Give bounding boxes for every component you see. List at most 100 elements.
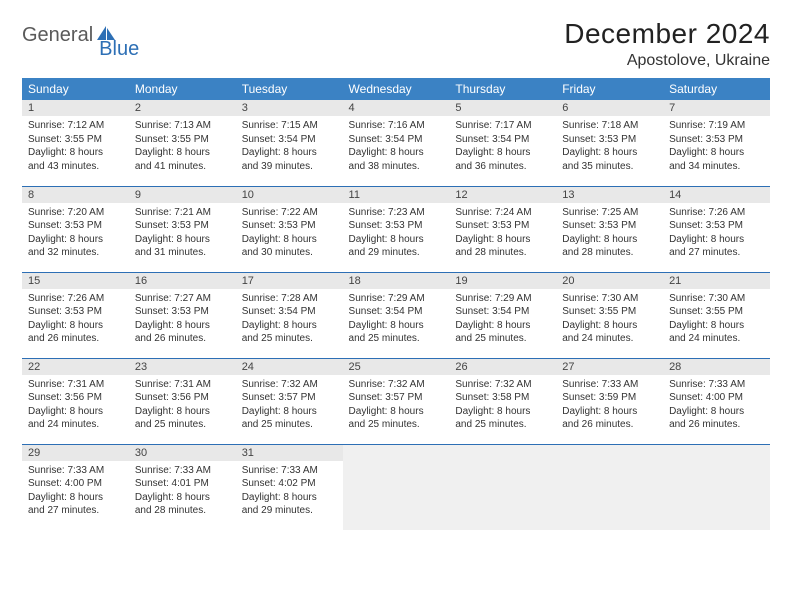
day-body: Sunrise: 7:33 AMSunset: 3:59 PMDaylight:… <box>556 375 663 436</box>
daylight-line2: and 38 minutes. <box>349 160 444 174</box>
daylight-line1: Daylight: 8 hours <box>455 319 550 333</box>
day-header-row: SundayMondayTuesdayWednesdayThursdayFrid… <box>22 78 770 100</box>
daylight-line1: Daylight: 8 hours <box>455 146 550 160</box>
day-cell-empty <box>449 444 556 530</box>
day-body: Sunrise: 7:29 AMSunset: 3:54 PMDaylight:… <box>343 289 450 350</box>
sunset-text: Sunset: 3:54 PM <box>349 133 444 147</box>
sunrise-text: Sunrise: 7:33 AM <box>242 464 337 478</box>
daylight-line1: Daylight: 8 hours <box>135 491 230 505</box>
day-number: 7 <box>663 100 770 116</box>
calendar-body: 1Sunrise: 7:12 AMSunset: 3:55 PMDaylight… <box>22 100 770 530</box>
daylight-line2: and 26 minutes. <box>135 332 230 346</box>
header: General Blue December 2024 Apostolove, U… <box>22 18 770 70</box>
day-number: 6 <box>556 100 663 116</box>
day-cell-empty <box>343 444 450 530</box>
sunrise-text: Sunrise: 7:30 AM <box>562 292 657 306</box>
day-number: 24 <box>236 359 343 375</box>
sunset-text: Sunset: 3:53 PM <box>455 219 550 233</box>
sunrise-text: Sunrise: 7:24 AM <box>455 206 550 220</box>
daylight-line2: and 39 minutes. <box>242 160 337 174</box>
daylight-line2: and 24 minutes. <box>28 418 123 432</box>
sunset-text: Sunset: 3:59 PM <box>562 391 657 405</box>
day-body: Sunrise: 7:33 AMSunset: 4:00 PMDaylight:… <box>22 461 129 522</box>
daylight-line2: and 32 minutes. <box>28 246 123 260</box>
day-cell: 16Sunrise: 7:27 AMSunset: 3:53 PMDayligh… <box>129 272 236 358</box>
daylight-line2: and 34 minutes. <box>669 160 764 174</box>
daylight-line1: Daylight: 8 hours <box>242 319 337 333</box>
daylight-line2: and 25 minutes. <box>349 332 444 346</box>
daylight-line1: Daylight: 8 hours <box>135 233 230 247</box>
day-header: Friday <box>556 78 663 100</box>
day-body: Sunrise: 7:15 AMSunset: 3:54 PMDaylight:… <box>236 116 343 177</box>
week-row: 1Sunrise: 7:12 AMSunset: 3:55 PMDaylight… <box>22 100 770 186</box>
day-number: 9 <box>129 187 236 203</box>
sunset-text: Sunset: 3:53 PM <box>242 219 337 233</box>
daylight-line1: Daylight: 8 hours <box>242 146 337 160</box>
day-cell: 22Sunrise: 7:31 AMSunset: 3:56 PMDayligh… <box>22 358 129 444</box>
daylight-line2: and 25 minutes. <box>135 418 230 432</box>
day-body: Sunrise: 7:22 AMSunset: 3:53 PMDaylight:… <box>236 203 343 264</box>
day-header: Thursday <box>449 78 556 100</box>
daylight-line2: and 25 minutes. <box>242 332 337 346</box>
day-number: 12 <box>449 187 556 203</box>
day-cell: 28Sunrise: 7:33 AMSunset: 4:00 PMDayligh… <box>663 358 770 444</box>
day-body: Sunrise: 7:32 AMSunset: 3:57 PMDaylight:… <box>343 375 450 436</box>
day-number: 1 <box>22 100 129 116</box>
day-body: Sunrise: 7:29 AMSunset: 3:54 PMDaylight:… <box>449 289 556 350</box>
sunset-text: Sunset: 3:57 PM <box>242 391 337 405</box>
sunset-text: Sunset: 3:53 PM <box>349 219 444 233</box>
day-body: Sunrise: 7:28 AMSunset: 3:54 PMDaylight:… <box>236 289 343 350</box>
daylight-line2: and 29 minutes. <box>349 246 444 260</box>
day-number: 15 <box>22 273 129 289</box>
daylight-line2: and 26 minutes. <box>562 418 657 432</box>
day-number: 13 <box>556 187 663 203</box>
week-row: 29Sunrise: 7:33 AMSunset: 4:00 PMDayligh… <box>22 444 770 530</box>
daylight-line2: and 35 minutes. <box>562 160 657 174</box>
sunset-text: Sunset: 3:53 PM <box>562 219 657 233</box>
sunset-text: Sunset: 3:53 PM <box>669 219 764 233</box>
sunrise-text: Sunrise: 7:25 AM <box>562 206 657 220</box>
day-cell: 19Sunrise: 7:29 AMSunset: 3:54 PMDayligh… <box>449 272 556 358</box>
daylight-line1: Daylight: 8 hours <box>242 491 337 505</box>
day-number: 26 <box>449 359 556 375</box>
day-body: Sunrise: 7:13 AMSunset: 3:55 PMDaylight:… <box>129 116 236 177</box>
daylight-line1: Daylight: 8 hours <box>455 233 550 247</box>
day-number: 25 <box>343 359 450 375</box>
day-number: 30 <box>129 445 236 461</box>
day-number: 2 <box>129 100 236 116</box>
day-number: 27 <box>556 359 663 375</box>
sunset-text: Sunset: 3:57 PM <box>349 391 444 405</box>
day-cell: 3Sunrise: 7:15 AMSunset: 3:54 PMDaylight… <box>236 100 343 186</box>
sunrise-text: Sunrise: 7:29 AM <box>455 292 550 306</box>
daylight-line2: and 27 minutes. <box>28 504 123 518</box>
day-body: Sunrise: 7:18 AMSunset: 3:53 PMDaylight:… <box>556 116 663 177</box>
day-cell: 31Sunrise: 7:33 AMSunset: 4:02 PMDayligh… <box>236 444 343 530</box>
sunset-text: Sunset: 3:54 PM <box>242 133 337 147</box>
sunset-text: Sunset: 3:53 PM <box>28 219 123 233</box>
sunset-text: Sunset: 3:54 PM <box>455 305 550 319</box>
day-cell: 10Sunrise: 7:22 AMSunset: 3:53 PMDayligh… <box>236 186 343 272</box>
day-body: Sunrise: 7:33 AMSunset: 4:02 PMDaylight:… <box>236 461 343 522</box>
day-number: 8 <box>22 187 129 203</box>
day-cell: 5Sunrise: 7:17 AMSunset: 3:54 PMDaylight… <box>449 100 556 186</box>
sunrise-text: Sunrise: 7:31 AM <box>28 378 123 392</box>
daylight-line1: Daylight: 8 hours <box>562 233 657 247</box>
day-body: Sunrise: 7:27 AMSunset: 3:53 PMDaylight:… <box>129 289 236 350</box>
week-row: 8Sunrise: 7:20 AMSunset: 3:53 PMDaylight… <box>22 186 770 272</box>
day-header: Wednesday <box>343 78 450 100</box>
sunrise-text: Sunrise: 7:33 AM <box>562 378 657 392</box>
daylight-line1: Daylight: 8 hours <box>349 233 444 247</box>
daylight-line2: and 28 minutes. <box>455 246 550 260</box>
day-body: Sunrise: 7:16 AMSunset: 3:54 PMDaylight:… <box>343 116 450 177</box>
month-title: December 2024 <box>564 18 770 50</box>
sunset-text: Sunset: 3:54 PM <box>242 305 337 319</box>
sunset-text: Sunset: 4:01 PM <box>135 477 230 491</box>
sunrise-text: Sunrise: 7:20 AM <box>28 206 123 220</box>
day-number: 17 <box>236 273 343 289</box>
day-body: Sunrise: 7:33 AMSunset: 4:01 PMDaylight:… <box>129 461 236 522</box>
daylight-line1: Daylight: 8 hours <box>562 319 657 333</box>
sunrise-text: Sunrise: 7:17 AM <box>455 119 550 133</box>
daylight-line1: Daylight: 8 hours <box>349 405 444 419</box>
day-body: Sunrise: 7:32 AMSunset: 3:58 PMDaylight:… <box>449 375 556 436</box>
sunrise-text: Sunrise: 7:12 AM <box>28 119 123 133</box>
